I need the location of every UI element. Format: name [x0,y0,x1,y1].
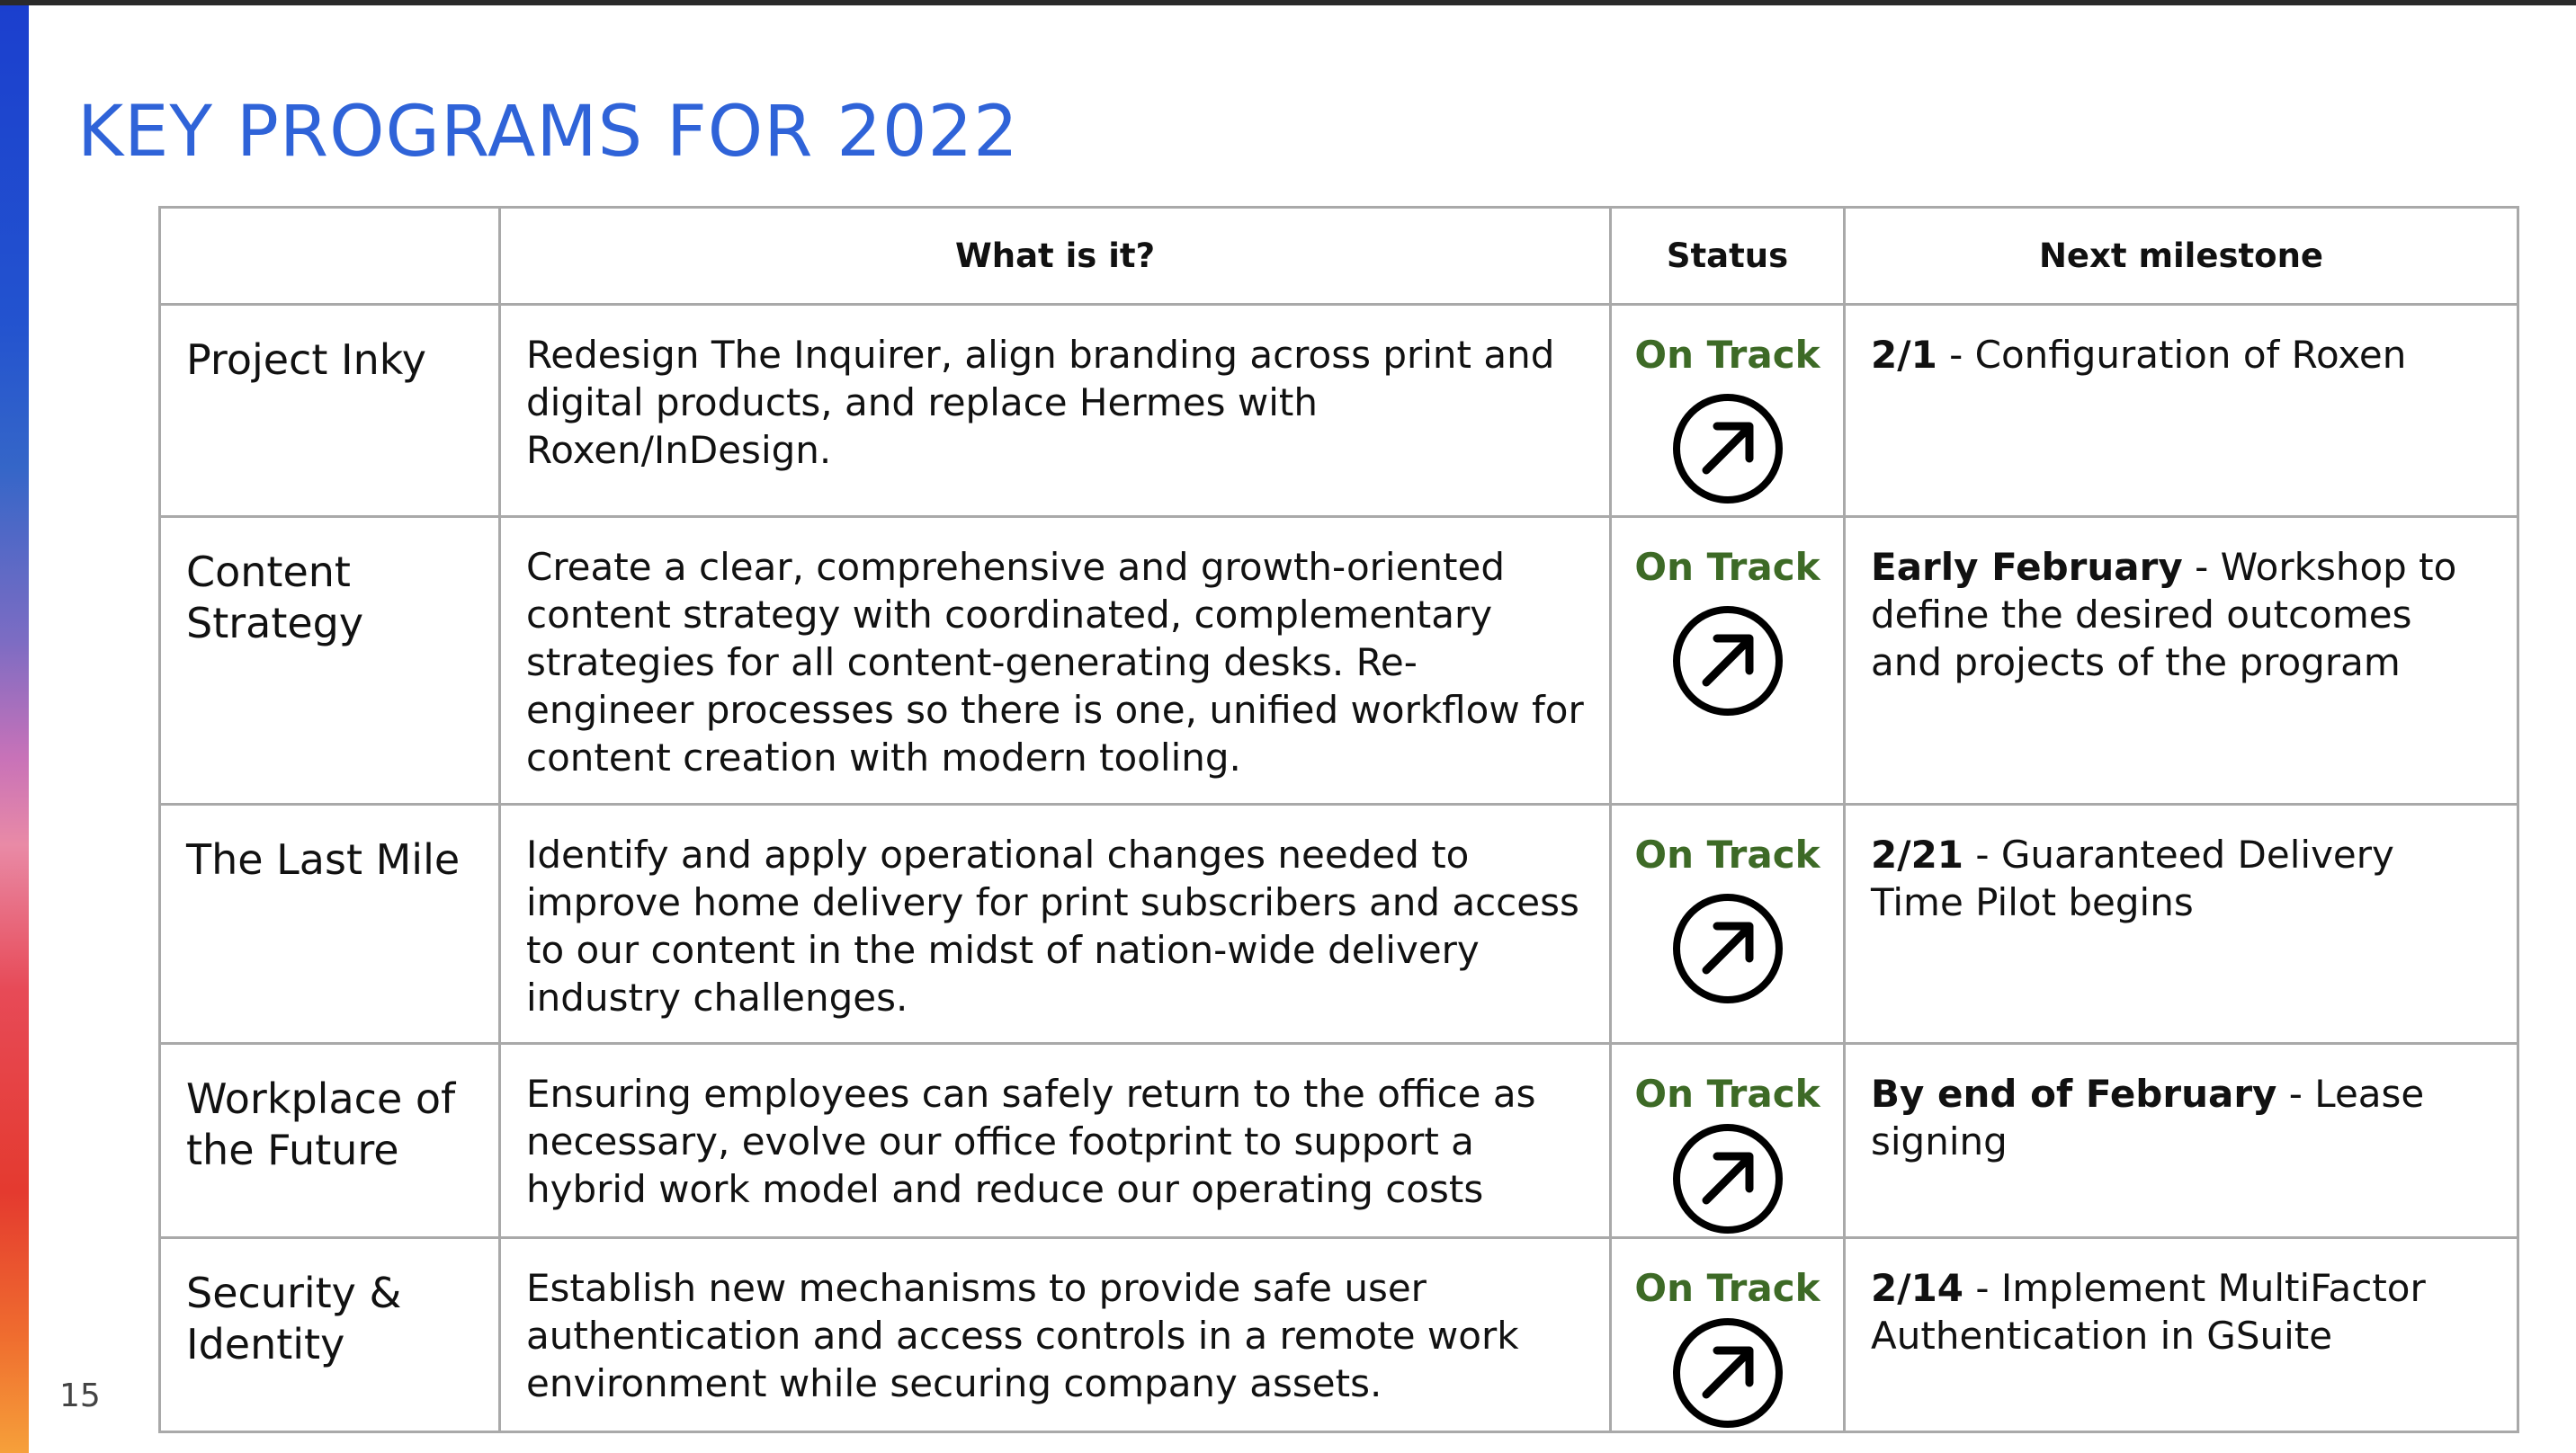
table-row: The Last Mile Identify and apply operati… [158,803,2519,1045]
program-description: Identify and apply operational changes n… [498,803,1612,1045]
programs-table: What is it? Status Next milestone Projec… [158,206,2519,1433]
milestone-text: - Implement MultiFactor Authentication i… [1871,1266,2426,1358]
table-row: Security & Identity Establish new mechan… [158,1236,2519,1433]
slide-title: KEY PROGRAMS FOR 2022 [77,92,1019,174]
table-header-row: What is it? Status Next milestone [158,206,2519,306]
milestone-text: - Configuration of Roxen [1936,333,2407,377]
milestone-cell: 2/1 - Configuration of Roxen [1843,303,2519,518]
up-right-arrow-icon [1672,894,1783,1003]
top-border [0,0,2576,5]
status-text: On Track [1634,1266,1820,1310]
status-cell: On Track [1609,515,1846,806]
status-cell: On Track [1609,1042,1846,1239]
status-text: On Track [1634,545,1820,589]
program-name: The Last Mile [158,803,501,1045]
status-cell: On Track [1609,803,1846,1045]
program-name: Workplace of the Future [158,1042,501,1239]
program-description: Redesign The Inquirer, align branding ac… [498,303,1612,518]
status-text: On Track [1634,333,1820,377]
program-description: Establish new mechanisms to provide safe… [498,1236,1612,1433]
table-row: Workplace of the Future Ensuring employe… [158,1042,2519,1239]
header-status: Status [1609,206,1846,306]
program-name: Content Strategy [158,515,501,806]
milestone-cell: Early February - Workshop to define the … [1843,515,2519,806]
table-row: Content Strategy Create a clear, compreh… [158,515,2519,806]
header-program [158,206,501,306]
milestone-cell: 2/14 - Implement MultiFactor Authenticat… [1843,1236,2519,1433]
table-row: Project Inky Redesign The Inquirer, alig… [158,303,2519,518]
status-text: On Track [1634,1072,1820,1116]
milestone-cell: By end of February - Lease signing [1843,1042,2519,1239]
gradient-side-bar [0,5,29,1453]
milestone-date: 2/21 [1871,833,1964,877]
milestone-date: By end of February [1871,1072,2277,1116]
status-text: On Track [1634,833,1820,877]
status-cell: On Track [1609,1236,1846,1433]
header-next-milestone: Next milestone [1843,206,2519,306]
milestone-date: 2/1 [1871,333,1937,377]
milestone-text: - Guaranteed Delivery Time Pilot begins [1871,833,2394,924]
program-name: Project Inky [158,303,501,518]
milestone-cell: 2/21 - Guaranteed Delivery Time Pilot be… [1843,803,2519,1045]
status-cell: On Track [1609,303,1846,518]
program-description: Ensuring employees can safely return to … [498,1042,1612,1239]
milestone-date: Early February [1871,545,2183,589]
up-right-arrow-icon [1672,606,1783,716]
milestone-date: 2/14 [1871,1266,1964,1310]
up-right-arrow-icon [1672,394,1783,504]
header-what-is-it: What is it? [498,206,1612,306]
up-right-arrow-icon [1672,1318,1783,1428]
up-right-arrow-icon [1672,1124,1783,1234]
milestone-text: - Workshop to define the desired outcome… [1871,545,2457,684]
milestone-text: - Lease signing [1871,1072,2425,1163]
program-description: Create a clear, comprehensive and growth… [498,515,1612,806]
program-name: Security & Identity [158,1236,501,1433]
page-number: 15 [59,1377,101,1414]
